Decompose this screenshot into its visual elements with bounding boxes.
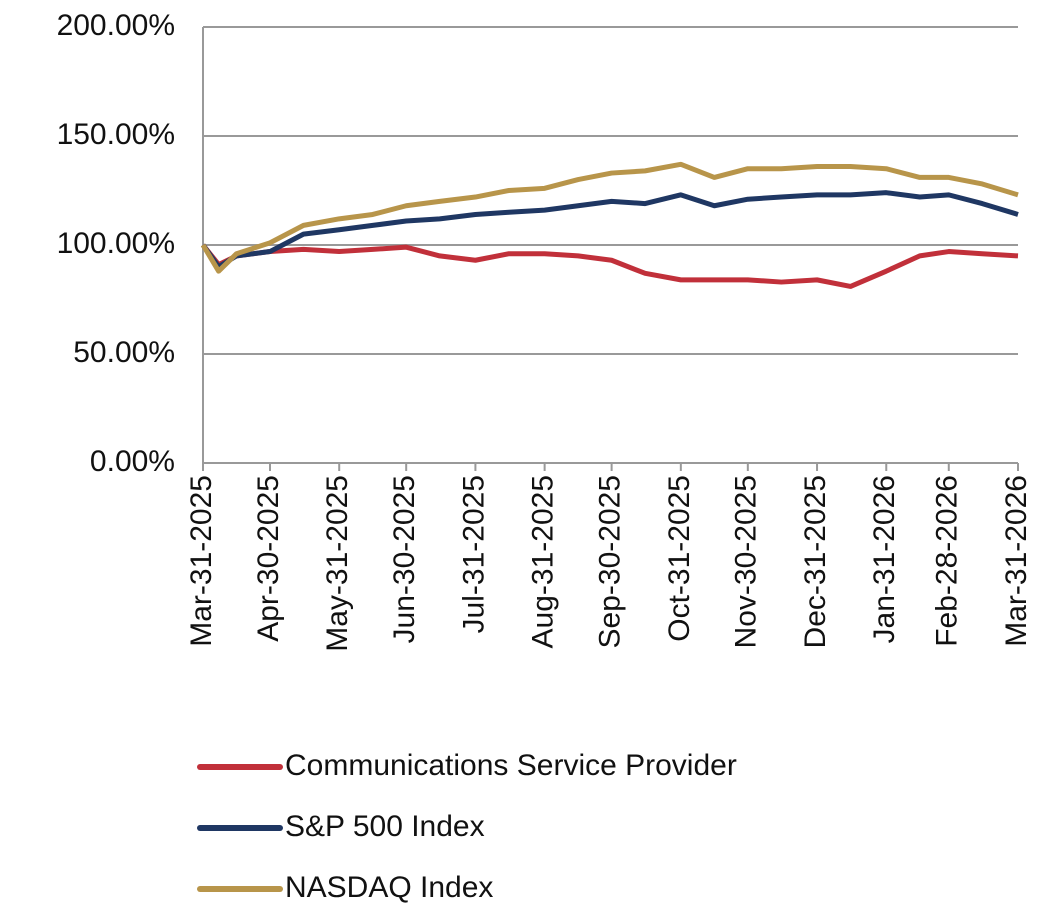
x-tick-label: Sep-30-2025 xyxy=(594,475,627,648)
x-tick-label: Mar-31-2025 xyxy=(185,475,218,647)
x-tick-label: Jul-31-2025 xyxy=(457,475,490,633)
legend-label: Communications Service Provider xyxy=(285,749,737,782)
series-line xyxy=(201,243,1019,289)
x-tick-label: Oct-31-2025 xyxy=(663,475,696,642)
legend-label: S&P 500 Index xyxy=(285,810,485,843)
y-tick-label: 200.00% xyxy=(57,9,175,42)
series-line xyxy=(200,190,1019,270)
x-tick-label: Dec-31-2025 xyxy=(799,475,832,648)
y-tick-label: 100.00% xyxy=(57,227,175,260)
y-tick-label: 150.00% xyxy=(57,118,175,151)
x-tick-label: May-31-2025 xyxy=(321,475,354,652)
y-tick-label: 0.00% xyxy=(90,445,175,478)
legend-label: NASDAQ Index xyxy=(285,871,493,904)
x-tick-label: Jun-30-2025 xyxy=(388,475,421,643)
x-tick-label: Mar-31-2026 xyxy=(1000,475,1033,647)
x-tick-label: Feb-28-2026 xyxy=(931,475,964,647)
x-tick-label: Nov-30-2025 xyxy=(730,475,763,648)
y-tick-label: 50.00% xyxy=(73,336,175,369)
x-tick-label: Apr-30-2025 xyxy=(252,475,285,642)
x-tick-label: Aug-31-2025 xyxy=(527,475,560,648)
series-line xyxy=(200,161,1019,274)
x-tick-label: Jan-31-2026 xyxy=(868,475,901,643)
